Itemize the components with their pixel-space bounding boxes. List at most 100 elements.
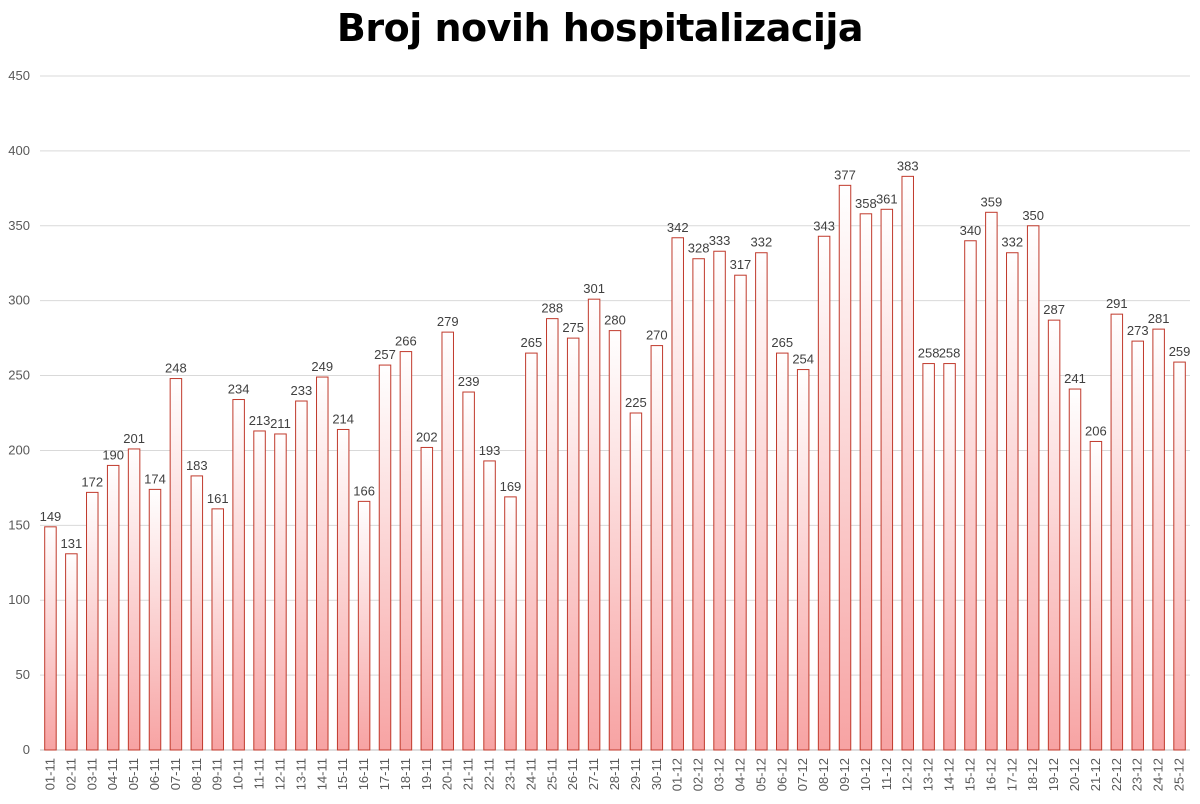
data-label: 172 [81, 474, 103, 489]
data-label: 241 [1064, 371, 1086, 386]
bar [608, 330, 622, 751]
x-tick-label: 06-12 [774, 758, 789, 791]
x-tick-label: 11-11 [252, 758, 267, 789]
y-tick-label: 150 [8, 517, 30, 532]
x-tick-label: 13-11 [293, 758, 308, 790]
bar [985, 211, 998, 751]
bar [336, 428, 350, 751]
data-label: 202 [416, 429, 438, 444]
bar [483, 460, 496, 751]
data-label: 281 [1148, 311, 1170, 326]
data-label: 275 [562, 320, 584, 335]
data-label: 259 [1169, 344, 1191, 359]
bar [964, 240, 977, 751]
x-tick-label: 12-12 [900, 758, 915, 791]
bar [901, 175, 914, 751]
y-tick-label: 250 [8, 368, 30, 383]
data-label: 361 [876, 191, 898, 206]
bar [1173, 361, 1186, 751]
x-tick-label: 04-11 [105, 758, 120, 790]
x-tick-label: 29-11 [628, 758, 643, 790]
x-tick-label: 10-12 [858, 758, 873, 791]
bar [127, 448, 141, 751]
bar [880, 208, 894, 751]
x-tick-label: 12-11 [272, 758, 287, 790]
x-tick-label: 19-12 [1046, 758, 1061, 791]
bar [943, 363, 956, 751]
y-tick-label: 100 [8, 592, 30, 607]
y-tick-label: 200 [8, 442, 30, 457]
bar [148, 488, 162, 751]
bar [1068, 388, 1082, 751]
bar [650, 345, 664, 751]
x-tick-label: 13-12 [921, 758, 936, 791]
x-tick-label: 04-12 [732, 758, 747, 791]
x-tick-label: 18-11 [398, 758, 413, 790]
data-label: 342 [667, 220, 689, 235]
bar [922, 363, 935, 751]
bar [316, 376, 329, 751]
data-label: 174 [144, 471, 166, 486]
bars [44, 175, 1186, 751]
bar [1110, 313, 1124, 751]
bar [1152, 328, 1165, 751]
x-tick-label: 11-12 [879, 758, 894, 790]
data-label: 332 [751, 235, 773, 250]
bar [1089, 440, 1103, 751]
bar [253, 430, 266, 751]
x-tick-label: 05-11 [126, 758, 141, 790]
y-tick-label: 0 [23, 742, 30, 757]
bar [504, 496, 517, 751]
x-tick-label: 17-12 [1004, 758, 1019, 791]
x-tick-label: 26-11 [565, 758, 580, 790]
data-label: 234 [228, 382, 250, 397]
data-label: 225 [625, 395, 647, 410]
data-label: 291 [1106, 296, 1128, 311]
data-label: 254 [792, 352, 814, 367]
x-tick-label: 05-12 [753, 758, 768, 791]
x-tick-label: 08-11 [189, 758, 204, 790]
data-label: 169 [500, 479, 522, 494]
bar [713, 250, 726, 751]
x-tick-label: 19-11 [419, 758, 434, 790]
x-tick-label: 07-11 [168, 758, 183, 790]
data-label: 211 [270, 416, 291, 431]
x-tick-label: 20-11 [440, 758, 455, 790]
x-tick-label: 03-12 [712, 758, 727, 791]
bar [734, 274, 747, 751]
data-label: 249 [311, 359, 333, 374]
data-label: 317 [730, 257, 752, 272]
chart-title: Broj novih hospitalizacija [336, 6, 864, 50]
y-tick-label: 350 [8, 218, 30, 233]
data-label: 350 [1022, 208, 1044, 223]
x-tick-label: 09-12 [837, 758, 852, 791]
data-label: 257 [374, 347, 396, 362]
bar [420, 446, 434, 751]
data-label: 149 [40, 509, 62, 524]
x-tick-label: 07-12 [795, 758, 810, 791]
x-tick-label: 03-11 [84, 758, 99, 790]
data-label: 258 [918, 346, 940, 361]
x-tick-label: 24-12 [1151, 758, 1166, 791]
bar [671, 237, 684, 751]
bar [441, 331, 454, 751]
x-tick-label: 02-11 [63, 758, 78, 790]
data-label: 183 [186, 458, 208, 473]
data-label: 214 [332, 411, 354, 426]
bar [44, 526, 57, 751]
bar [1006, 252, 1019, 751]
data-label: 358 [855, 196, 877, 211]
bar [546, 318, 559, 751]
bar [692, 258, 705, 751]
bar [566, 337, 580, 751]
bar [378, 364, 392, 751]
x-tick-label: 15-12 [962, 758, 977, 791]
x-axis: 01-11 02-11 03-11 04-11 05-11 06-11 07-11 08-11… [42, 758, 1186, 791]
bar [525, 352, 538, 751]
bar [587, 298, 601, 751]
x-tick-label: 16-11 [356, 758, 371, 790]
x-tick-label: 21-12 [1088, 758, 1103, 791]
bar [399, 351, 413, 751]
data-label: 332 [1001, 235, 1023, 250]
